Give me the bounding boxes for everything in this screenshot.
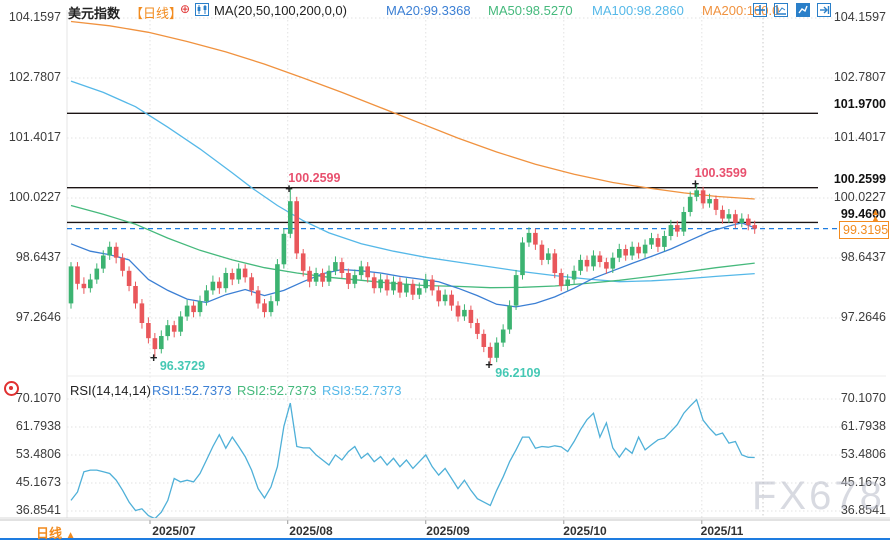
watermark: FX678 xyxy=(752,474,885,518)
rsi-axis-label: 70.1070 xyxy=(15,391,61,405)
price-axis-label: 98.6437 xyxy=(840,250,886,264)
go-to-latest-icon[interactable] xyxy=(817,2,832,17)
instrument-title: 美元指数 xyxy=(68,6,121,21)
price-annotation: 96.2109 xyxy=(495,365,541,380)
time-axis-label: 2025/10 xyxy=(563,524,607,538)
rsi-axis-label: 36.8541 xyxy=(15,503,61,517)
current-price-tag: 99.3195 xyxy=(839,221,889,239)
pan-move-icon[interactable] xyxy=(753,2,767,17)
timeframe-label: 日线 xyxy=(36,526,63,540)
rsi-settings-label[interactable]: RSI(14,14,14) xyxy=(70,383,151,398)
extremum-marker-icon: + xyxy=(285,180,293,196)
price-axis-label: 102.7807 xyxy=(833,70,886,84)
rsi3-value-label: RSI3:52.7373 xyxy=(322,383,402,398)
price-axis-label: 101.4017 xyxy=(833,130,886,144)
level-price-label[interactable]: 100.2599 xyxy=(833,172,886,186)
ma100-value-label: MA100:98.2860 xyxy=(592,3,684,18)
price-annotation: 100.3599 xyxy=(694,166,747,181)
chart-type-icon[interactable] xyxy=(795,2,810,17)
candlestick-chart-icon[interactable] xyxy=(195,3,209,21)
rsi-axis-label: 45.1673 xyxy=(15,475,61,489)
extremum-marker-icon: + xyxy=(485,356,493,372)
rsi-axis-label: 53.4806 xyxy=(15,447,61,461)
rsi-line xyxy=(70,398,755,518)
add-overlay-icon[interactable]: ⊕ xyxy=(180,2,191,16)
ma-settings-label[interactable]: MA(20,50,100,200,0,0) xyxy=(214,3,347,18)
ma50-value-label: MA50:98.5270 xyxy=(488,3,573,18)
timeframe-selector[interactable]: 日线 ▲ xyxy=(36,523,76,540)
price-axis-label: 100.0227 xyxy=(833,190,886,204)
level-price-label[interactable]: 99.4600 xyxy=(840,207,886,221)
price-axis-label: 104.1597 xyxy=(8,10,61,24)
extremum-marker-icon: + xyxy=(691,176,700,192)
price-axis-label: 97.2646 xyxy=(840,310,886,324)
price-axis-label: 102.7807 xyxy=(8,70,61,84)
price-annotation: 100.2599 xyxy=(288,170,341,185)
price-up-arrows-icon: ▲ ▲ xyxy=(871,207,880,223)
rsi-axis-label: 61.7938 xyxy=(840,419,886,433)
period-tag[interactable]: 【日线】 xyxy=(130,6,183,21)
extremum-marker-icon: + xyxy=(149,349,158,365)
chevron-up-icon: ▲ xyxy=(65,530,76,540)
rsi-axis-label: 70.1070 xyxy=(840,391,886,405)
price-axis-label: 97.2646 xyxy=(15,310,61,324)
price-axis-label: 101.4017 xyxy=(8,130,61,144)
price-annotation: 96.3729 xyxy=(159,358,206,373)
rsi-axis-label: 36.8541 xyxy=(840,503,886,517)
rsi-axis-label: 53.4806 xyxy=(840,447,886,461)
ma20-value-label: MA20:99.3368 xyxy=(386,3,471,18)
price-axis-label: 104.1597 xyxy=(833,10,886,24)
time-axis-label: 2025/08 xyxy=(289,524,333,538)
price-axis-label: 100.0227 xyxy=(8,190,61,204)
rsi-axis-label: 61.7938 xyxy=(15,419,61,433)
rsi-axis-label: 45.1673 xyxy=(840,475,886,489)
price-axis-label: 98.6437 xyxy=(15,250,61,264)
rsi2-value-label: RSI2:52.7373 xyxy=(237,383,317,398)
rsi1-value-label: RSI1:52.7373 xyxy=(152,383,232,398)
time-axis-label: 2025/07 xyxy=(152,524,196,538)
time-axis-label: 2025/09 xyxy=(426,524,470,538)
axis-settings-icon[interactable] xyxy=(774,2,789,17)
level-price-label[interactable]: 101.9700 xyxy=(833,97,886,111)
candles-layer xyxy=(68,183,757,364)
indicator-settings-icon[interactable] xyxy=(4,381,19,401)
time-axis-label: 2025/11 xyxy=(700,524,744,538)
chart-toolbar xyxy=(750,1,832,19)
